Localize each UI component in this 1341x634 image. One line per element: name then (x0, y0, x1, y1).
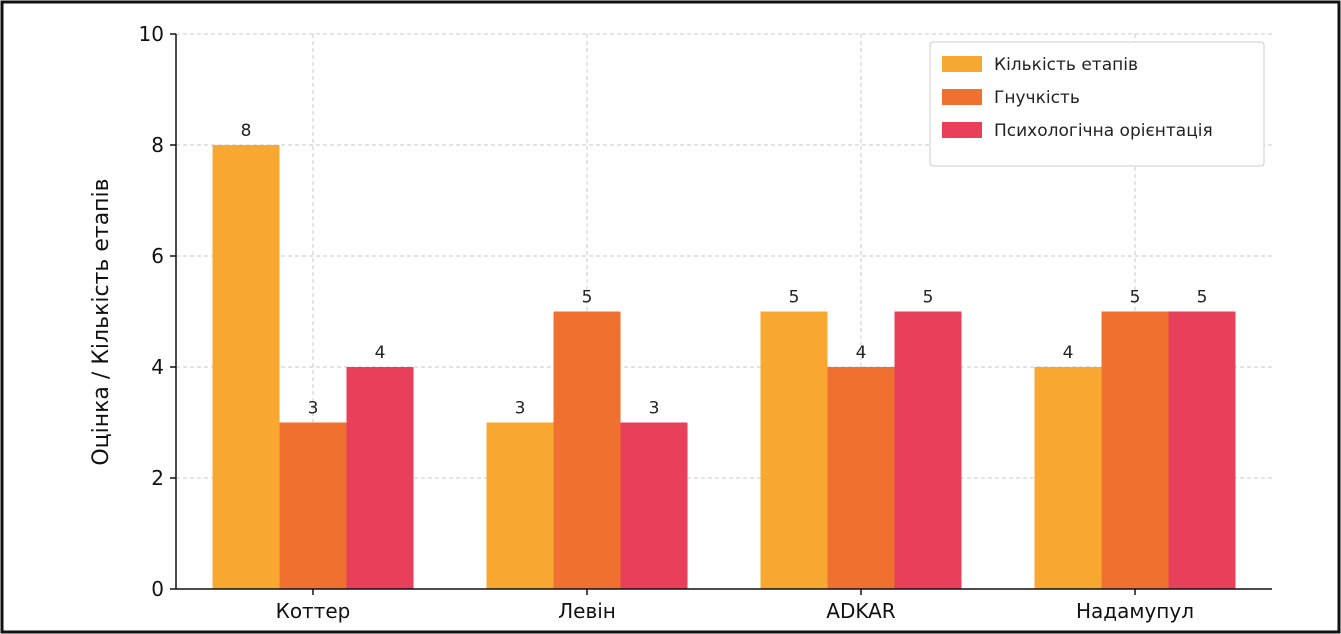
bar (486, 422, 554, 589)
bar (827, 367, 895, 589)
bar (760, 311, 828, 589)
bar (346, 367, 414, 589)
bar-value-label: 3 (308, 399, 319, 419)
legend-label: Психологічна орієнтація (994, 121, 1213, 141)
bar (1168, 311, 1236, 589)
bar (1034, 367, 1102, 589)
x-tick-label: ADKAR (826, 599, 896, 623)
bar (212, 145, 280, 589)
legend-swatch (942, 89, 982, 105)
bar-value-label: 8 (241, 121, 252, 141)
bar-value-label: 5 (1197, 288, 1208, 308)
bar (553, 311, 621, 589)
x-tick-label: Левін (558, 599, 616, 623)
legend-swatch (942, 122, 982, 138)
bar-value-label: 5 (789, 288, 800, 308)
legend-swatch (942, 56, 982, 72)
bar (1101, 311, 1169, 589)
y-tick-label: 6 (151, 244, 164, 268)
y-tick-label: 4 (151, 355, 164, 379)
y-tick-label: 2 (151, 466, 164, 490)
bar-value-label: 5 (582, 288, 593, 308)
bar-value-label: 4 (375, 343, 386, 363)
y-tick-label: 10 (139, 22, 164, 46)
plot-area: 8 3 5 4 3 5 4 5 4 3 5 5 0 2 4 6 8 10 Коттер Левін ADKAR Надам… (139, 22, 1272, 623)
bar-value-label: 5 (923, 288, 934, 308)
bar (620, 422, 688, 589)
legend-label: Кількість етапів (994, 55, 1138, 75)
x-tick-label: Надамупул (1076, 599, 1194, 623)
bar (279, 422, 347, 589)
legend-label: Гнучкість (994, 88, 1080, 108)
legend-box (929, 41, 1265, 167)
y-axis-label: Оцінка / Кількість етапів (89, 178, 114, 465)
bar-value-label: 4 (856, 343, 867, 363)
y-tick-label: 0 (151, 577, 164, 601)
y-tick-label: 8 (151, 133, 164, 157)
bar-value-label: 4 (1063, 343, 1074, 363)
bar-value-label: 5 (1130, 288, 1141, 308)
x-tick-label: Коттер (276, 599, 351, 623)
bar-value-label: 3 (649, 399, 660, 419)
bar-value-label: 3 (515, 399, 526, 419)
bar (894, 311, 962, 589)
